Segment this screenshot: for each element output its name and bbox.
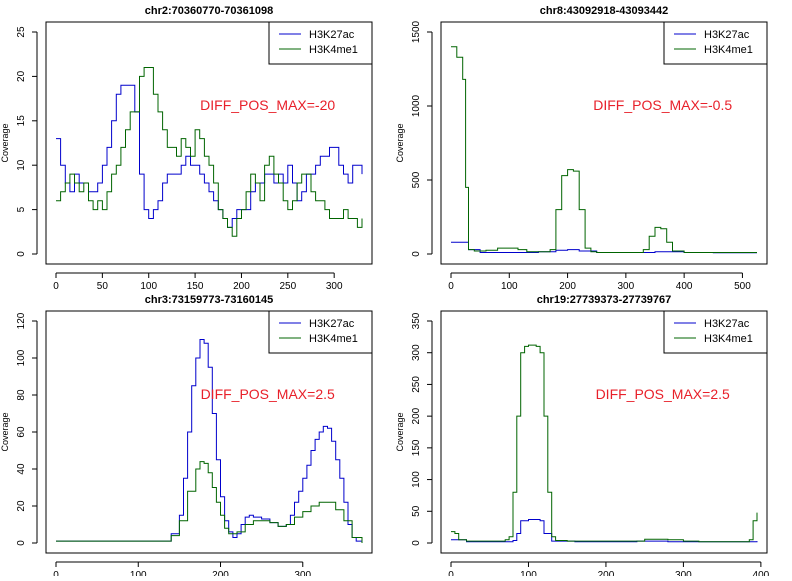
y-tick-label: 50 bbox=[411, 505, 422, 517]
x-tick-label: 100 bbox=[501, 281, 518, 292]
y-tick-label: 5 bbox=[16, 206, 27, 212]
legend-entry: H3K27ac bbox=[309, 29, 355, 41]
x-tick-label: 300 bbox=[675, 570, 692, 576]
legend-entry: H3K27ac bbox=[704, 29, 750, 41]
chart-panel-4: chr19:27739373-27739767 0 50 100 150 200 250 30… bbox=[395, 294, 770, 581]
y-tick-label: 350 bbox=[411, 312, 422, 329]
x-tick-label: 200 bbox=[233, 281, 250, 292]
legend: H3K27ac H3K4me1 bbox=[268, 21, 373, 65]
series-line-h3k27ac bbox=[451, 241, 757, 254]
x-tick-label: 200 bbox=[598, 570, 615, 576]
legend: H3K27ac H3K4me1 bbox=[268, 310, 373, 354]
y-tick-label: 500 bbox=[411, 171, 422, 188]
x-tick-label: 300 bbox=[326, 281, 343, 292]
y-tick-label: 250 bbox=[411, 376, 422, 393]
legend: H3K27ac H3K4me1 bbox=[663, 310, 768, 354]
x-tick-label: 100 bbox=[130, 570, 147, 576]
x-tick-label: 300 bbox=[618, 281, 635, 292]
x-tick-label: 100 bbox=[140, 281, 157, 292]
y-tick-label: 120 bbox=[16, 312, 27, 329]
legend-entry: H3K4me1 bbox=[309, 333, 358, 345]
y-axis-label: Coverage bbox=[395, 412, 405, 451]
diff-pos-annotation: DIFF_POS_MAX=-0.5 bbox=[593, 97, 732, 113]
plot-frame bbox=[440, 21, 768, 265]
series-line-h3k27ac bbox=[451, 519, 758, 543]
y-tick-label: 40 bbox=[16, 463, 27, 475]
legend-box bbox=[268, 21, 373, 65]
legend-box bbox=[268, 310, 373, 354]
diff-pos-annotation: DIFF_POS_MAX=2.5 bbox=[596, 386, 730, 402]
legend-entry: H3K27ac bbox=[704, 318, 750, 330]
series-line-h3k4me1 bbox=[451, 46, 757, 253]
chart-panel-2: chr8:43092918-43093442050010001500Covera… bbox=[395, 5, 768, 292]
y-axis-label: Coverage bbox=[0, 412, 10, 451]
y-tick-label: 0 bbox=[411, 251, 422, 257]
chart-title: chr3:73159773-73160145 bbox=[145, 294, 273, 306]
y-tick-label: 0 bbox=[411, 540, 422, 546]
y-axis-label: Coverage bbox=[0, 123, 10, 162]
chart-panel-1: chr2:70360770-70361098 0 5 10 15 20 25 Coverage… bbox=[0, 5, 373, 292]
legend-entry: H3K4me1 bbox=[704, 44, 753, 56]
plot-frame bbox=[45, 310, 373, 554]
legend-entry: H3K4me1 bbox=[309, 44, 358, 56]
y-tick-label: 80 bbox=[16, 389, 27, 401]
diff-pos-annotation: DIFF_POS_MAX=2.5 bbox=[201, 386, 335, 402]
chart-title: chr19:27739373-27739767 bbox=[537, 294, 672, 306]
chart-title: chr8:43092918-43093442 bbox=[540, 5, 668, 17]
series-line-h3k4me1 bbox=[451, 344, 758, 543]
x-tick-label: 400 bbox=[753, 570, 770, 576]
x-tick-label: 300 bbox=[294, 570, 311, 576]
chart-panel-3: chr3:73159773-73160145 0 20 40 60 80 100 120 Cov… bbox=[0, 294, 373, 581]
legend-box bbox=[663, 21, 768, 65]
y-tick-label: 15 bbox=[16, 115, 27, 127]
legend-entry: H3K4me1 bbox=[704, 333, 753, 345]
x-tick-label: 100 bbox=[520, 570, 537, 576]
legend-box bbox=[663, 310, 768, 354]
plot-frame bbox=[440, 310, 768, 554]
series-line-h3k27ac bbox=[56, 339, 363, 543]
series-line-h3k4me1 bbox=[56, 67, 363, 237]
plot-frame bbox=[45, 21, 373, 265]
y-tick-label: 200 bbox=[411, 407, 422, 424]
y-tick-label: 60 bbox=[16, 426, 27, 438]
y-tick-label: 0 bbox=[16, 251, 27, 257]
legend-entry: H3K27ac bbox=[309, 318, 355, 330]
y-tick-label: 0 bbox=[16, 540, 27, 546]
y-tick-label: 300 bbox=[411, 344, 422, 361]
x-tick-label: 0 bbox=[448, 281, 454, 292]
x-tick-label: 0 bbox=[53, 570, 59, 576]
y-tick-label: 20 bbox=[16, 70, 27, 82]
x-tick-label: 0 bbox=[53, 281, 59, 292]
x-tick-label: 250 bbox=[279, 281, 296, 292]
y-tick-label: 1500 bbox=[411, 20, 422, 43]
y-tick-label: 20 bbox=[16, 500, 27, 512]
y-tick-label: 100 bbox=[16, 349, 27, 366]
series-line-h3k4me1 bbox=[56, 461, 363, 543]
chart-title: chr2:70360770-70361098 bbox=[145, 5, 273, 17]
y-tick-label: 150 bbox=[411, 439, 422, 456]
x-tick-label: 400 bbox=[676, 281, 693, 292]
x-tick-label: 500 bbox=[734, 281, 751, 292]
y-tick-label: 1000 bbox=[411, 94, 422, 117]
x-tick-label: 200 bbox=[212, 570, 229, 576]
y-tick-label: 10 bbox=[16, 159, 27, 171]
y-tick-label: 100 bbox=[411, 471, 422, 488]
legend: H3K27ac H3K4me1 bbox=[663, 21, 768, 65]
x-tick-label: 50 bbox=[97, 281, 109, 292]
y-axis-label: Coverage bbox=[395, 123, 405, 162]
diff-pos-annotation: DIFF_POS_MAX=-20 bbox=[200, 97, 335, 113]
x-tick-label: 150 bbox=[187, 281, 204, 292]
x-tick-label: 0 bbox=[448, 570, 454, 576]
x-tick-label: 200 bbox=[559, 281, 576, 292]
y-tick-label: 25 bbox=[16, 26, 27, 38]
